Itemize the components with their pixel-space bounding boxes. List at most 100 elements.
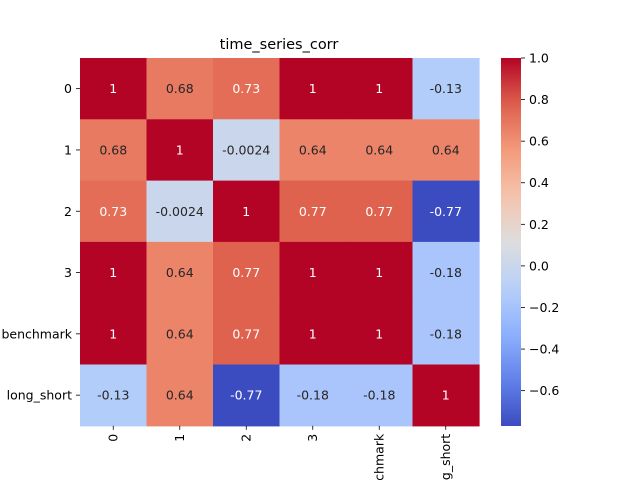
cell-label: 1 xyxy=(309,326,317,341)
cell-label: -0.13 xyxy=(97,388,129,403)
cell-label: 0.77 xyxy=(232,326,260,341)
cell-label: 0.77 xyxy=(232,265,260,280)
heatmap-cell xyxy=(80,58,148,120)
heatmap-cell xyxy=(346,241,414,304)
cell-label: 1 xyxy=(442,388,450,403)
y-axis: 0 1 2 3 benchmark long_short xyxy=(1,81,80,403)
cell-label: 0.64 xyxy=(365,142,393,157)
cell-label: 1 xyxy=(309,81,317,96)
colorbar-tick-label: 0.6 xyxy=(529,134,549,149)
heatmap-cell xyxy=(80,180,148,243)
cell-label: 1 xyxy=(309,265,317,280)
heatmap-cell xyxy=(279,180,347,243)
cell-label: 0.64 xyxy=(299,142,327,157)
cell-label: -0.13 xyxy=(430,81,462,96)
cell-label: 0.64 xyxy=(432,142,460,157)
cell-label: 1 xyxy=(109,326,117,341)
cell-label: 1 xyxy=(109,81,117,96)
cell-label: 1 xyxy=(109,265,117,280)
cell-label: 0.68 xyxy=(99,142,127,157)
heatmap-cell xyxy=(213,119,281,182)
heatmap-cell xyxy=(279,364,347,427)
colorbar-tick-label: −0.6 xyxy=(529,383,559,398)
cell-label: 0.73 xyxy=(99,204,127,219)
cell-label: 0.77 xyxy=(299,204,327,219)
cell-label: -0.77 xyxy=(430,204,462,219)
heatmap-cell xyxy=(412,364,480,427)
x-tick-label: 2 xyxy=(239,434,254,442)
heatmap-cell xyxy=(346,119,414,182)
cell-label: -0.0024 xyxy=(222,142,270,157)
heatmap-cell xyxy=(80,364,148,427)
cell-label: 1 xyxy=(242,204,250,219)
heatmap-cell xyxy=(412,303,480,366)
heatmap-cell xyxy=(213,58,281,120)
cell-label: 1 xyxy=(375,265,383,280)
x-axis: 0 1 2 3 benchmark long_short xyxy=(106,425,453,480)
y-tick-label: 0 xyxy=(64,81,72,96)
heatmap-cell xyxy=(146,119,214,182)
heatmap-cell xyxy=(80,119,148,182)
cell-label: -0.18 xyxy=(430,326,462,341)
colorbar-tick-label: 0.8 xyxy=(529,92,549,107)
y-tick-label: long_short xyxy=(7,388,72,403)
x-tick-label: long_short xyxy=(438,434,453,480)
cell-label: 0.64 xyxy=(166,265,194,280)
cell-label: -0.18 xyxy=(297,388,329,403)
heatmap-cell xyxy=(146,180,214,243)
heatmap-cell xyxy=(412,119,480,182)
heatmap-cell xyxy=(146,241,214,304)
heatmap-cell xyxy=(346,303,414,366)
heatmap-cells: 1 0.68 0.73 1 1 -0.13 0.68 1 -0.0024 0.64 0.64 0.64… xyxy=(80,58,480,427)
heatmap-cell xyxy=(346,364,414,427)
cell-label: 0.77 xyxy=(365,204,393,219)
cell-label: 0.64 xyxy=(166,388,194,403)
cell-label: -0.77 xyxy=(230,388,262,403)
cell-label: 1 xyxy=(375,81,383,96)
heatmap-cell xyxy=(412,241,480,304)
colorbar-tick-label: −0.2 xyxy=(529,300,559,315)
heatmap-cell xyxy=(279,119,347,182)
cell-label: -0.18 xyxy=(430,265,462,280)
heatmap-cell xyxy=(213,241,281,304)
colorbar-gradient xyxy=(501,58,521,426)
cell-label: 0.68 xyxy=(166,81,194,96)
heatmap-cell xyxy=(80,241,148,304)
cell-label: 1 xyxy=(176,142,184,157)
cell-label: -0.18 xyxy=(363,388,395,403)
x-tick-label: 3 xyxy=(305,434,320,442)
heatmap-cell xyxy=(146,303,214,366)
heatmap-cell xyxy=(213,303,281,366)
colorbar-tick-label: 0.4 xyxy=(529,175,549,190)
x-tick-label: 1 xyxy=(172,434,187,442)
x-tick-label: 0 xyxy=(106,434,121,442)
cell-label: 1 xyxy=(375,326,383,341)
colorbar: 1.0 0.8 0.6 0.4 0.2 0.0 −0.2 −0.4 −0.6 xyxy=(501,51,559,426)
cell-label: 0.73 xyxy=(232,81,260,96)
heatmap-cell xyxy=(279,303,347,366)
x-tick-label: benchmark xyxy=(372,433,387,480)
cell-label: 0.64 xyxy=(166,326,194,341)
heatmap-cell xyxy=(412,180,480,243)
heatmap-cell xyxy=(213,364,281,427)
heatmap-cell xyxy=(279,58,347,120)
colorbar-tick-label: −0.4 xyxy=(529,342,559,357)
heatmap-cell xyxy=(346,58,414,120)
heatmap-cell xyxy=(213,180,281,243)
heatmap-cell xyxy=(279,241,347,304)
chart-title: time_series_corr xyxy=(220,37,339,53)
y-tick-label: 3 xyxy=(64,265,72,280)
colorbar-tick-label: 0.0 xyxy=(529,258,549,273)
heatmap-cell xyxy=(80,303,148,366)
y-tick-label: 1 xyxy=(64,142,72,157)
heatmap-cell xyxy=(146,58,214,120)
y-tick-label: 2 xyxy=(64,204,72,219)
heatmap-cell xyxy=(346,180,414,243)
colorbar-tick-label: 1.0 xyxy=(529,51,549,66)
heatmap-cell xyxy=(412,58,480,120)
cell-label: -0.0024 xyxy=(156,204,204,219)
colorbar-tick-label: 0.2 xyxy=(529,217,549,232)
y-tick-label: benchmark xyxy=(1,326,72,341)
heatmap-cell xyxy=(146,364,214,427)
